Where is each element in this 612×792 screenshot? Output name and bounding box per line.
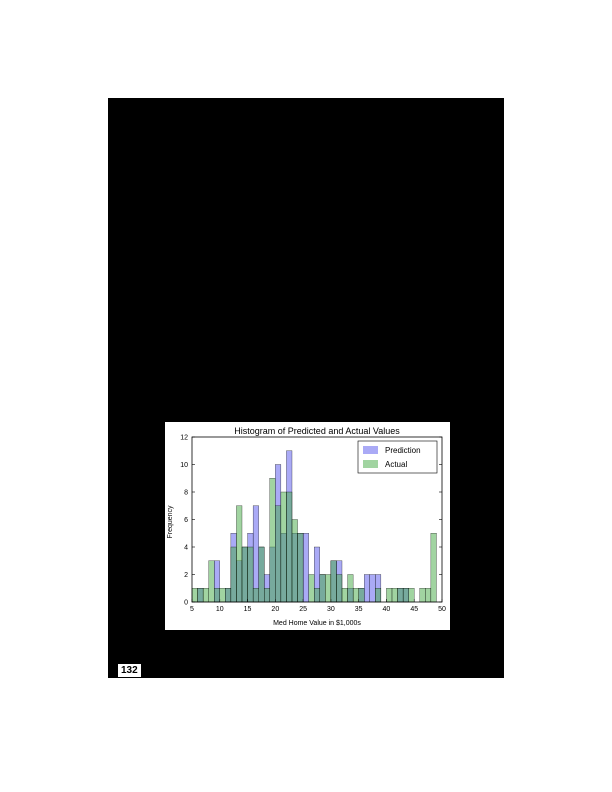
actual-bar — [208, 560, 215, 603]
actual-bar — [225, 588, 232, 603]
actual-bar — [397, 588, 404, 603]
actual-bar — [269, 478, 276, 603]
actual-bar — [314, 588, 320, 603]
y-tick-label: 4 — [184, 545, 188, 552]
actual-bar — [308, 574, 315, 603]
actual-bar — [258, 546, 265, 603]
actual-bar — [336, 574, 343, 603]
actual-bar — [230, 546, 237, 603]
actual-bar — [202, 588, 209, 603]
y-tick-label: 8 — [184, 490, 188, 497]
y-axis-label: Frequency — [167, 505, 174, 539]
actual-bar — [330, 560, 337, 603]
actual-bar — [408, 588, 415, 603]
chart-title: Histogram of Predicted and Actual Values — [234, 426, 400, 436]
actual-bar — [214, 588, 220, 603]
x-tick-label: 50 — [438, 606, 446, 613]
y-tick-label: 0 — [184, 600, 188, 607]
x-tick-label: 25 — [299, 606, 307, 613]
legend-swatch-prediction — [363, 446, 378, 454]
actual-bar — [297, 533, 304, 603]
actual-bar — [375, 588, 382, 603]
prediction-bar — [369, 574, 376, 603]
x-tick-label: 10 — [216, 606, 224, 613]
actual-bar — [197, 588, 204, 603]
actual-bar — [419, 588, 426, 603]
x-tick-label: 15 — [244, 606, 252, 613]
histogram-chart: Histogram of Predicted and Actual Values… — [167, 426, 446, 627]
actual-bar — [247, 546, 254, 603]
axis-ticks: 5 10 15 20 25 30 35 40 45 50 0 2 4 6 8 10 12 — [180, 435, 446, 614]
y-tick-label: 10 — [180, 462, 188, 469]
prediction-bar — [302, 533, 309, 603]
actual-bar — [219, 588, 226, 603]
actual-bar — [191, 588, 198, 603]
legend-label-prediction: Prediction — [385, 446, 421, 455]
actual-bar — [347, 574, 354, 603]
actual-bar — [264, 588, 270, 603]
actual-bar — [425, 588, 432, 603]
actual-bar — [286, 491, 293, 603]
y-tick-label: 2 — [184, 572, 188, 579]
x-axis-label: Med Home Value in $1,000s — [273, 620, 361, 627]
page-number: 132 — [118, 664, 141, 677]
plot-frame — [191, 436, 443, 603]
actual-bar — [241, 546, 248, 603]
legend: Prediction Actual — [357, 440, 438, 474]
actual-bar — [280, 491, 287, 603]
x-tick-label: 5 — [190, 606, 194, 613]
actual-bar — [325, 574, 332, 603]
y-tick-label: 12 — [180, 435, 188, 442]
actual-bar — [386, 588, 393, 603]
x-tick-label: 20 — [271, 606, 279, 613]
actual-bars — [191, 478, 437, 603]
x-tick-label: 45 — [410, 606, 418, 613]
prediction-bar — [364, 574, 370, 603]
y-tick-label: 6 — [184, 517, 188, 524]
actual-bar — [430, 533, 437, 603]
x-tick-label: 35 — [355, 606, 363, 613]
actual-bar — [358, 588, 365, 603]
legend-label-actual: Actual — [385, 460, 407, 469]
x-tick-label: 40 — [383, 606, 391, 613]
actual-bar — [352, 588, 359, 603]
prediction-bar — [252, 505, 259, 603]
actual-bar — [402, 588, 409, 603]
actual-bar — [291, 519, 298, 603]
actual-bar — [341, 588, 348, 603]
legend-swatch-actual — [363, 460, 378, 468]
actual-bar — [319, 574, 326, 603]
actual-bar — [275, 505, 282, 603]
actual-bar — [236, 505, 243, 603]
actual-bar — [391, 588, 398, 603]
histogram-figure: Histogram of Predicted and Actual Values… — [165, 422, 450, 630]
actual-bar — [252, 588, 259, 603]
x-tick-label: 30 — [327, 606, 335, 613]
